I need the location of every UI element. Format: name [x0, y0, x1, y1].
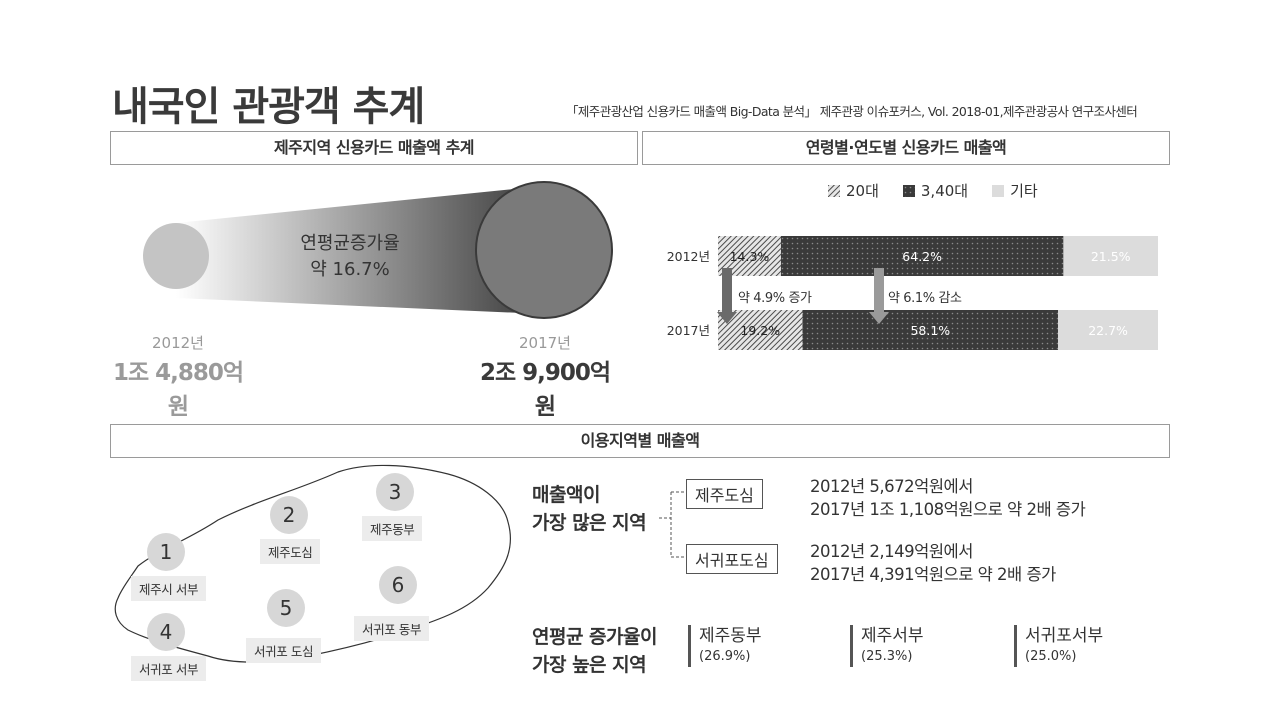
- region-num-2: 2: [270, 496, 308, 534]
- region-num-6: 6: [379, 566, 417, 604]
- top-growth-item-1: 제주동부 (26.9%): [688, 625, 762, 667]
- section-header-region-sales: 이용지역별 매출액: [110, 424, 1170, 458]
- start-amount: 1조 4,880억원: [112, 360, 244, 420]
- end-year: 2017년: [519, 334, 571, 352]
- top-growth-name-3: 서귀포서부: [1025, 626, 1104, 646]
- age-sales-stacked-bar-chart: 2012년 14.3% 64.2% 21.5% 2017년 19.2% 58.1% 22.7%: [667, 236, 1158, 350]
- top-sales-heading-line2: 가장 많은 지역: [532, 512, 647, 534]
- chart-legend: 20대 3,40대 기타: [828, 180, 1038, 201]
- bar-category-label: 2017년: [667, 323, 710, 338]
- top-growth-heading: 연평균 증가율이 가장 높은 지역: [532, 623, 657, 679]
- source-citation: 「제주관광산업 신용카드 매출액 Big-Data 분석」 제주관광 이슈포커스…: [566, 104, 1138, 119]
- jeju-island-map: [114, 464, 512, 663]
- bar-category-label: 2012년: [667, 249, 710, 264]
- growth-rate-label: 연평균증가율 약 16.7%: [270, 231, 430, 283]
- legend-swatch-3040s: [902, 184, 915, 197]
- end-amount-block: 2017년 2조 9,900억원: [470, 332, 620, 421]
- region-num-5: 5: [267, 589, 305, 627]
- top-sales-desc-1-line1: 2012년 5,672억원에서: [810, 477, 973, 496]
- legend-label-etc: 기타: [1010, 182, 1038, 200]
- start-amount-block: 2012년 1조 4,880억원: [108, 332, 248, 421]
- region-num-3: 3: [376, 473, 414, 511]
- change-arrow-20s: [717, 268, 737, 324]
- bar-value-label-20s: 14.3%: [730, 249, 770, 264]
- island-outline: [114, 464, 512, 663]
- top-sales-desc-1: 2012년 5,672억원에서 2017년 1조 1,108억원으로 약 2배 …: [810, 475, 1086, 521]
- growth-funnel-graphic: [143, 181, 613, 319]
- bar-segment-3040s: [780, 236, 1064, 276]
- circle-2012: [143, 223, 209, 289]
- top-growth-name-2: 제주서부: [861, 626, 924, 646]
- region-name-5: 서귀포 도심: [246, 638, 322, 663]
- top-growth-heading-line2: 가장 높은 지역: [532, 654, 647, 676]
- bar-value-label-20s: 19.2%: [740, 323, 780, 338]
- top-sales-desc-2: 2012년 2,149억원에서 2017년 4,391억원으로 약 2배 증가: [810, 540, 1056, 586]
- legend-item-etc: 기타: [992, 180, 1038, 201]
- top-growth-item-3: 서귀포서부 (25.0%): [1014, 625, 1103, 667]
- start-year: 2012년: [152, 334, 204, 352]
- bar-value-label-etc: 21.5%: [1091, 249, 1131, 264]
- legend-label-3040s: 3,40대: [920, 182, 969, 200]
- legend-item-3040s: 3,40대: [902, 180, 969, 201]
- top-sales-desc-2-line1: 2012년 2,149억원에서: [810, 542, 973, 561]
- bar-value-label-3040s: 64.2%: [902, 249, 942, 264]
- legend-swatch-20s: [828, 184, 840, 197]
- top-sales-area-1: 제주도심: [686, 479, 763, 509]
- region-name-1: 제주시 서부: [131, 576, 207, 601]
- top-growth-heading-line1: 연평균 증가율이: [532, 626, 657, 648]
- top-sales-desc-2-line2: 2017년 4,391억원으로 약 2배 증가: [810, 565, 1056, 584]
- change-label-20s: 약 4.9% 증가: [738, 291, 812, 306]
- top-sales-heading: 매출액이 가장 많은 지역: [532, 481, 647, 537]
- region-name-3: 제주동부: [362, 516, 423, 541]
- top-growth-name-1: 제주동부: [699, 626, 762, 646]
- bar-value-label-etc: 22.7%: [1088, 323, 1128, 338]
- region-name-6: 서귀포 동부: [354, 616, 430, 641]
- legend-item-20s: 20대: [828, 180, 879, 201]
- section-header-age-sales: 연령별·연도별 신용카드 매출액: [642, 131, 1170, 165]
- change-arrow-3040s: [869, 268, 889, 324]
- growth-rate-value: 약 16.7%: [310, 259, 390, 280]
- region-name-2: 제주도심: [260, 539, 321, 564]
- bar-segment-etc: [1058, 310, 1158, 350]
- top-growth-value-1: (26.9%): [699, 649, 751, 664]
- circle-2017: [475, 181, 613, 319]
- section-header-card-sales-trend: 제주지역 신용카드 매출액 추계: [110, 131, 638, 165]
- region-num-4: 4: [147, 613, 185, 651]
- page-title: 내국인 관광객 추계: [112, 84, 425, 130]
- bar-segment-3040s: [802, 310, 1059, 350]
- top-growth-item-2: 제주서부 (25.3%): [850, 625, 924, 667]
- growth-funnel: [176, 186, 544, 314]
- legend-swatch-etc: [992, 184, 1005, 197]
- end-amount: 2조 9,900억원: [479, 360, 611, 420]
- bar-segment-etc: [1063, 236, 1158, 276]
- legend-label-20s: 20대: [846, 182, 879, 200]
- top-sales-desc-1-line2: 2017년 1조 1,108억원으로 약 2배 증가: [810, 500, 1086, 519]
- region-num-1: 1: [147, 533, 185, 571]
- growth-rate-title: 연평균증가율: [300, 233, 400, 254]
- bar-value-label-3040s: 58.1%: [910, 323, 950, 338]
- change-label-3040s: 약 6.1% 감소: [888, 291, 962, 306]
- top-sales-area-2: 서귀포도심: [686, 544, 778, 574]
- top-growth-value-2: (25.3%): [861, 649, 913, 664]
- top-growth-value-3: (25.0%): [1025, 649, 1077, 664]
- region-name-4: 서귀포 서부: [131, 656, 207, 681]
- top-sales-heading-line1: 매출액이: [532, 484, 600, 506]
